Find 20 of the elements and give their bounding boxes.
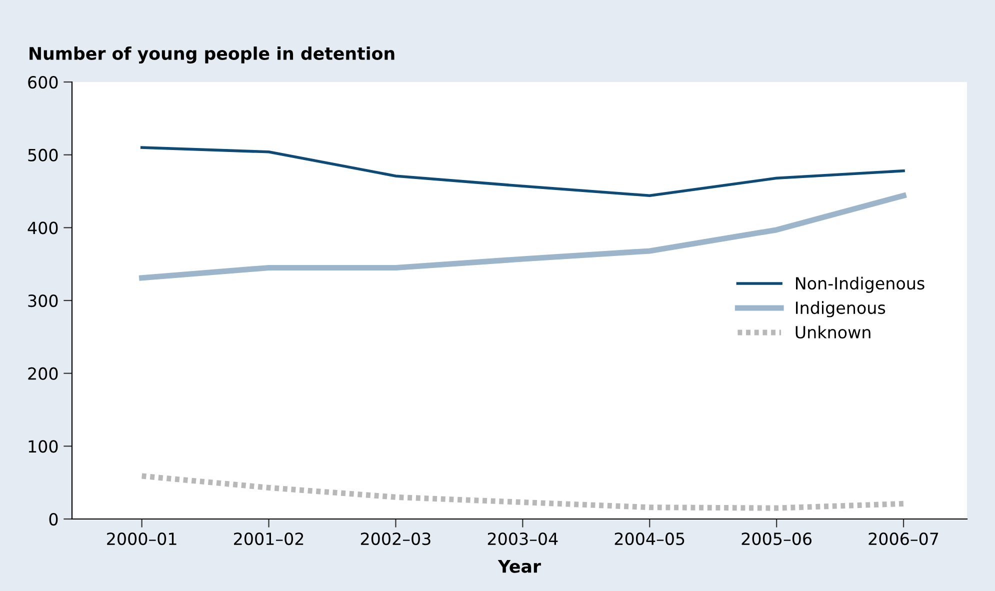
x-tick-label: 2004–05	[614, 532, 684, 546]
x-tick-label: 2005–06	[742, 532, 812, 546]
x-axis-title: Year	[498, 560, 541, 573]
y-tick-label: 500	[28, 148, 58, 162]
x-tick-label: 2002–03	[360, 532, 430, 546]
y-tick-label: 600	[28, 76, 58, 89]
x-tick-label: 2003–04	[488, 532, 558, 546]
chart-title: Number of young people in detention	[30, 46, 394, 64]
x-tick-label: 2001–02	[234, 532, 304, 546]
y-tick-label: 300	[28, 294, 58, 308]
legend-label: Indigenous	[796, 301, 886, 318]
legend-label: Unknown	[796, 326, 870, 339]
x-tick-label: 2006–07	[868, 532, 938, 546]
x-tick-label: 2000–01	[107, 532, 176, 546]
legend-label: Non-Indigenous	[796, 276, 924, 293]
y-tick-label: 100	[28, 440, 58, 453]
y-tick-label: 0	[49, 512, 58, 526]
y-tick-label: 200	[28, 367, 58, 380]
line-series	[140, 146, 905, 198]
y-tick-label: 400	[28, 222, 58, 234]
